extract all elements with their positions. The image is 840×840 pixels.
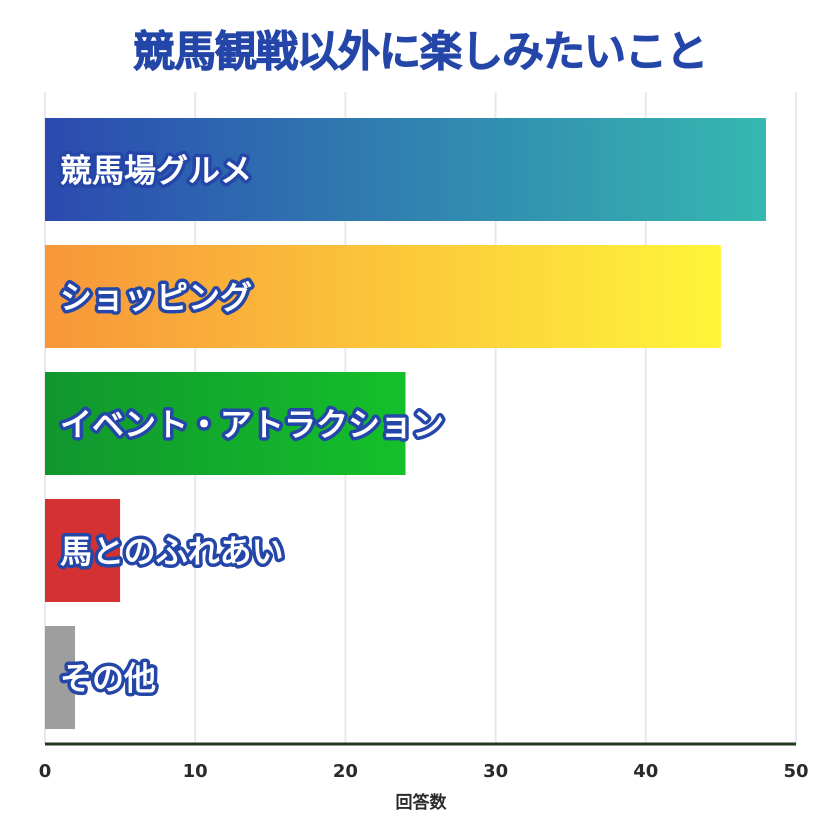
x-tick-label: 0 (39, 761, 52, 782)
bar-label: 馬とのふれあい (60, 533, 284, 571)
bar (45, 626, 76, 729)
bar (45, 372, 406, 475)
x-tick-label: 40 (633, 761, 658, 782)
bar-label: イベント・アトラクション (60, 406, 444, 444)
bars (45, 118, 766, 729)
x-tick-label: 10 (183, 761, 208, 782)
x-axis-title: 回答数 (396, 792, 448, 813)
bar (45, 245, 721, 348)
bar-label: 競馬場グルメ (60, 152, 252, 190)
bar (45, 499, 121, 602)
chart-title: 競馬観戦以外に楽しみたいこと (132, 27, 708, 77)
x-axis: 0 10 20 30 40 50 (39, 742, 809, 782)
x-tick-label: 30 (483, 761, 508, 782)
bar-label: ショッピング (60, 279, 252, 317)
bar-label: その他 (60, 660, 156, 698)
x-tick-label: 50 (783, 761, 808, 782)
x-tick-label: 20 (333, 761, 358, 782)
bar (45, 118, 766, 221)
